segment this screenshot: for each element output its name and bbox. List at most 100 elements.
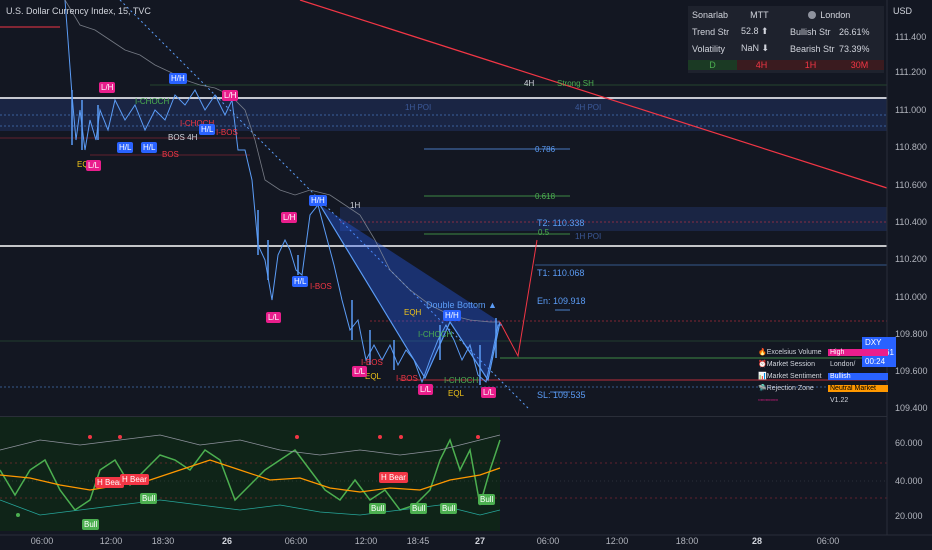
- price-tick: 110.400: [895, 217, 927, 227]
- candles: [71, 90, 497, 385]
- structure-tag: EQL: [77, 160, 94, 169]
- fib-786-label: 0.786: [535, 145, 556, 154]
- structure-tag: H/L: [292, 276, 309, 287]
- panel-val-session: London/: [830, 360, 856, 368]
- timeframe-strip: D 4H 1H 30M: [688, 57, 884, 73]
- price-tick: 110.200: [895, 254, 927, 264]
- globe-icon: [808, 11, 817, 20]
- dash-trend-value: 52.8 ⬆: [741, 26, 769, 36]
- price-tick: 111.200: [895, 67, 927, 77]
- structure-tag: L/L: [266, 312, 282, 323]
- double-bottom-label: Double Bottom ▲: [426, 300, 497, 310]
- projection-arrow: [499, 239, 538, 358]
- structure-tag: H/H: [443, 310, 461, 321]
- structure-tag: I-CHOCH: [180, 119, 215, 128]
- oscillator-tag: Bull: [440, 503, 458, 514]
- structure-tag: I-CHOCH: [418, 330, 453, 339]
- oscillator-tag: H Bear: [379, 472, 408, 483]
- dash-vol-value: NaN ⬇: [741, 43, 770, 53]
- panel-key-sentiment: 📊Market Sentiment: [758, 373, 822, 380]
- structure-tag: EQH: [404, 308, 422, 317]
- double-bottom-pattern[interactable]: [320, 205, 500, 380]
- tf-4h: 4H: [737, 60, 786, 70]
- time-tick: 06:00: [536, 536, 560, 546]
- time-tick: 27: [474, 536, 486, 546]
- price-symbol: DXY: [865, 338, 882, 347]
- structure-tag: L/H: [281, 212, 298, 223]
- dash-session: London: [820, 9, 851, 20]
- structure-tag: H/L: [141, 142, 158, 153]
- structure-tag: H/H: [169, 73, 187, 84]
- structure-tag: BOS: [162, 150, 179, 159]
- panel-key-rejection: 🛸Rejection Zone: [758, 385, 814, 392]
- time-tick: 18:45: [406, 536, 430, 546]
- trendline-blue-dotted[interactable]: [119, 0, 531, 411]
- strong-sh-label: Strong SH: [557, 79, 594, 88]
- osc-tick: 20.000: [895, 511, 923, 521]
- price-tick: 109.800: [895, 329, 928, 339]
- oscillator-green: [0, 438, 501, 512]
- dash-brand: Sonarlab: [692, 9, 729, 20]
- panel-key-session: ⏰Market Session: [758, 361, 815, 368]
- time-tick: 06:00: [30, 536, 54, 546]
- structure-tag: H/H: [309, 195, 327, 206]
- structure-tag: L/L: [352, 366, 368, 377]
- currency-label[interactable]: USD: [893, 6, 913, 16]
- oscillator-tag: Bull: [369, 503, 387, 514]
- time-tick: 18:00: [675, 536, 699, 546]
- stop-loss-label: SL: 109.535: [537, 390, 586, 400]
- price-tick: 110.000: [895, 292, 927, 302]
- price-tick: 111.000: [895, 105, 927, 115]
- time-tick: 06:00: [284, 536, 308, 546]
- structure-tag: EQL: [365, 372, 382, 381]
- oscillator-tag: Bull: [82, 519, 100, 530]
- structure-tag: I-CHOCH: [135, 97, 170, 106]
- panel-val-volume: High: [828, 348, 888, 356]
- structure-tag: BOS 4H: [168, 133, 198, 142]
- structure-tag: H/L: [117, 142, 134, 153]
- dash-mtt: MTT: [750, 9, 769, 20]
- time-tick: 12:00: [99, 536, 123, 546]
- dash-trend-label: Trend Str: [692, 26, 730, 37]
- structure-tag: L/H: [99, 82, 116, 93]
- dash-vol-label: Volatility: [692, 43, 726, 54]
- oscillator-gray: [0, 434, 501, 456]
- price-tick: 110.800: [895, 142, 927, 152]
- structure-tag: L/H: [222, 90, 239, 101]
- panel-val-rejection: Neutral Market: [828, 384, 888, 392]
- structure-tag: I-BOS: [361, 358, 383, 367]
- time-tick: 26: [221, 536, 233, 546]
- structure-tag: I-BOS: [216, 128, 238, 137]
- symbol-header[interactable]: U.S. Dollar Currency Index, 15, TVC: [6, 6, 151, 16]
- osc-tick: 60.000: [895, 438, 923, 448]
- tf-4h-label: 4H: [524, 79, 535, 88]
- time-tick: 12:00: [605, 536, 629, 546]
- structure-tag: H/L: [199, 124, 216, 135]
- panel-val-version: V1.22: [830, 396, 849, 404]
- fib-618-label: 0.618: [535, 192, 556, 201]
- panel-val-sentiment: Bullish: [828, 372, 888, 380]
- poi-4h-label: 4H POI: [575, 103, 602, 112]
- oscillator-orange: [0, 459, 501, 493]
- time-tick: 06:00: [816, 536, 840, 546]
- price-tick: 111.400: [895, 32, 927, 42]
- oscillator-teal: [0, 499, 501, 516]
- structure-tag: I-BOS: [396, 374, 418, 383]
- tf-1h-label: 1H: [350, 201, 361, 210]
- structure-tag: L/L: [481, 387, 497, 398]
- oscillator-tag: H Bear: [95, 477, 124, 488]
- panel-key-volume: 🔥Excelsius Volume: [758, 349, 822, 356]
- fib-5-label: 0.5: [538, 228, 550, 237]
- dash-bull-value: 26.61%: [839, 26, 870, 37]
- price-tick: 109.600: [895, 366, 928, 376]
- entry-label: En: 109.918: [537, 296, 586, 306]
- structure-tag: EQL: [448, 389, 465, 398]
- dash-bull-label: Bullish Str: [790, 26, 831, 37]
- trendline-red[interactable]: [299, 0, 888, 189]
- poi-zone-1h: [340, 207, 887, 231]
- price-line: [64, 0, 502, 384]
- structure-tag: I-CHOCH: [444, 376, 479, 385]
- poi-1h-lower-label: 1H POI: [575, 232, 602, 241]
- price-countdown: 00:24: [865, 357, 886, 366]
